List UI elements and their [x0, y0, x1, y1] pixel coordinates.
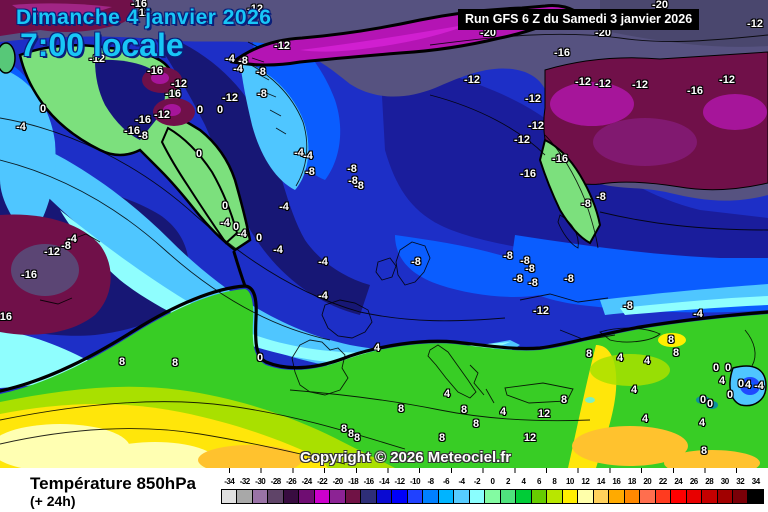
scale-value: 16: [612, 477, 621, 486]
scale-cell: 0: [484, 477, 501, 504]
parameter-title: Température 850hPa: [30, 474, 196, 493]
scale-value: 30: [720, 477, 729, 486]
scale-cell: 26: [685, 477, 703, 504]
scale-value: 8: [552, 477, 557, 486]
scale-cell: -26: [282, 477, 300, 504]
scale-value: -8: [427, 477, 434, 486]
scale-value: -2: [473, 477, 481, 486]
scale-cell: -2: [468, 477, 486, 504]
scale-value: 12: [581, 477, 590, 486]
scale-cell: 24: [670, 477, 687, 504]
scale-cell: -6: [437, 477, 455, 504]
scale-value: -34: [224, 477, 235, 486]
scale-value: 0: [490, 477, 495, 486]
scale-cell: -14: [375, 477, 393, 504]
scale-cell: -22: [313, 477, 331, 504]
scale-cell: 2: [499, 477, 517, 504]
scale-value: -12: [394, 477, 406, 486]
scale-value: -4: [458, 477, 465, 486]
scale-value: -30: [255, 477, 266, 486]
scale-value: 2: [505, 477, 510, 486]
scale-cell: -34: [221, 477, 238, 504]
scale-value: -28: [270, 477, 282, 486]
scale-value: -32: [239, 477, 251, 486]
scale-value: 32: [736, 477, 745, 486]
scale-value: -16: [363, 477, 375, 486]
lead-time: (+ 24h): [30, 493, 76, 509]
copyright-notice: Copyright © 2026 Meteociel.fr: [300, 449, 512, 466]
scale-value: 24: [674, 477, 683, 486]
forecast-time: 7:00 locale: [20, 27, 184, 63]
scale-cell: -4: [453, 477, 470, 504]
scale-value: 6: [536, 477, 541, 486]
scale-cell: 34: [747, 477, 764, 504]
scale-cell: -10: [406, 477, 424, 504]
scale-cell: -24: [298, 477, 315, 504]
scale-cell: 20: [639, 477, 656, 504]
scale-cell: -18: [344, 477, 362, 504]
scale-cell: 12: [577, 477, 594, 504]
scale-value: -24: [301, 477, 313, 486]
scale-cell: 22: [654, 477, 672, 504]
map-edge-ticks: [229, 468, 764, 473]
scale-value: -14: [379, 477, 390, 486]
scale-cell: -12: [391, 477, 408, 504]
scale-cell: 18: [623, 477, 641, 504]
scale-value: -18: [348, 477, 359, 486]
weather-map: [0, 0, 768, 468]
scale-cell: 4: [515, 477, 532, 504]
temperature-color-scale: -34 -32 -30 -28 -26 -24 -22 -20 -18 -16 -14 -12 -10-…: [221, 477, 764, 504]
scale-cell: -28: [267, 477, 284, 504]
scale-value: -20: [332, 477, 344, 486]
scale-cell: 8: [546, 477, 563, 504]
scale-value: 4: [521, 477, 526, 486]
forecast-date: Dimanche 4 janvier 2026: [16, 6, 272, 29]
scale-value: 14: [596, 477, 605, 486]
scale-cell: 32: [731, 477, 749, 504]
scale-value: -22: [317, 477, 328, 486]
scale-value: -26: [286, 477, 297, 486]
scale-cell: 16: [608, 477, 625, 504]
scale-value: 34: [751, 477, 760, 486]
scale-cell: -16: [360, 477, 377, 504]
scale-cell: 6: [530, 477, 548, 504]
scale-cell: -20: [329, 477, 346, 504]
scale-value: 10: [565, 477, 574, 486]
scale-cell: 28: [701, 477, 718, 504]
scale-cell: 30: [716, 477, 733, 504]
scale-value: 26: [689, 477, 698, 486]
scale-cell: 14: [592, 477, 610, 504]
scale-cell: 10: [561, 477, 579, 504]
scale-value: 20: [643, 477, 652, 486]
scale-cell: -8: [422, 477, 439, 504]
model-run-info: Run GFS 6 Z du Samedi 3 janvier 2026: [458, 9, 700, 30]
scale-value: 22: [658, 477, 667, 486]
scale-value: 28: [705, 477, 714, 486]
scale-cell: -30: [251, 477, 269, 504]
scale-value: 18: [627, 477, 636, 486]
scale-value: -6: [442, 477, 450, 486]
scale-cell: -32: [236, 477, 253, 504]
scale-value: -10: [410, 477, 421, 486]
